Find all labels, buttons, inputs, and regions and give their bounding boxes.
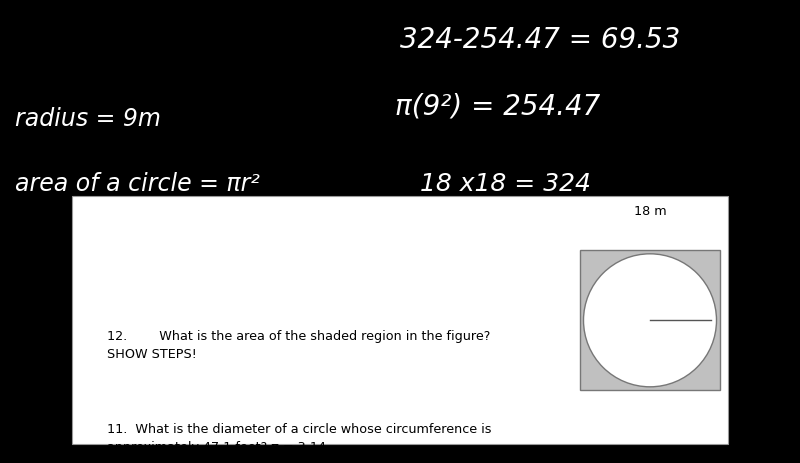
Text: 324-254.47 = 69.53: 324-254.47 = 69.53 bbox=[400, 25, 680, 53]
Circle shape bbox=[583, 254, 717, 387]
Text: 12.        What is the area of the shaded region in the figure?
SHOW STEPS!: 12. What is the area of the shaded regio… bbox=[107, 330, 490, 361]
Bar bbox=[580, 251, 720, 390]
Text: π(9²) = 254.47: π(9²) = 254.47 bbox=[395, 93, 600, 120]
Text: 11.  What is the diameter of a circle whose circumference is
approximately 47.1 : 11. What is the diameter of a circle who… bbox=[107, 423, 491, 453]
Text: 18 m: 18 m bbox=[634, 204, 666, 217]
Bar bbox=[72, 197, 728, 444]
Text: 18 x18 = 324: 18 x18 = 324 bbox=[420, 171, 591, 195]
Text: radius = 9m: radius = 9m bbox=[15, 106, 161, 131]
Text: area of a circle = πr²: area of a circle = πr² bbox=[15, 171, 260, 195]
